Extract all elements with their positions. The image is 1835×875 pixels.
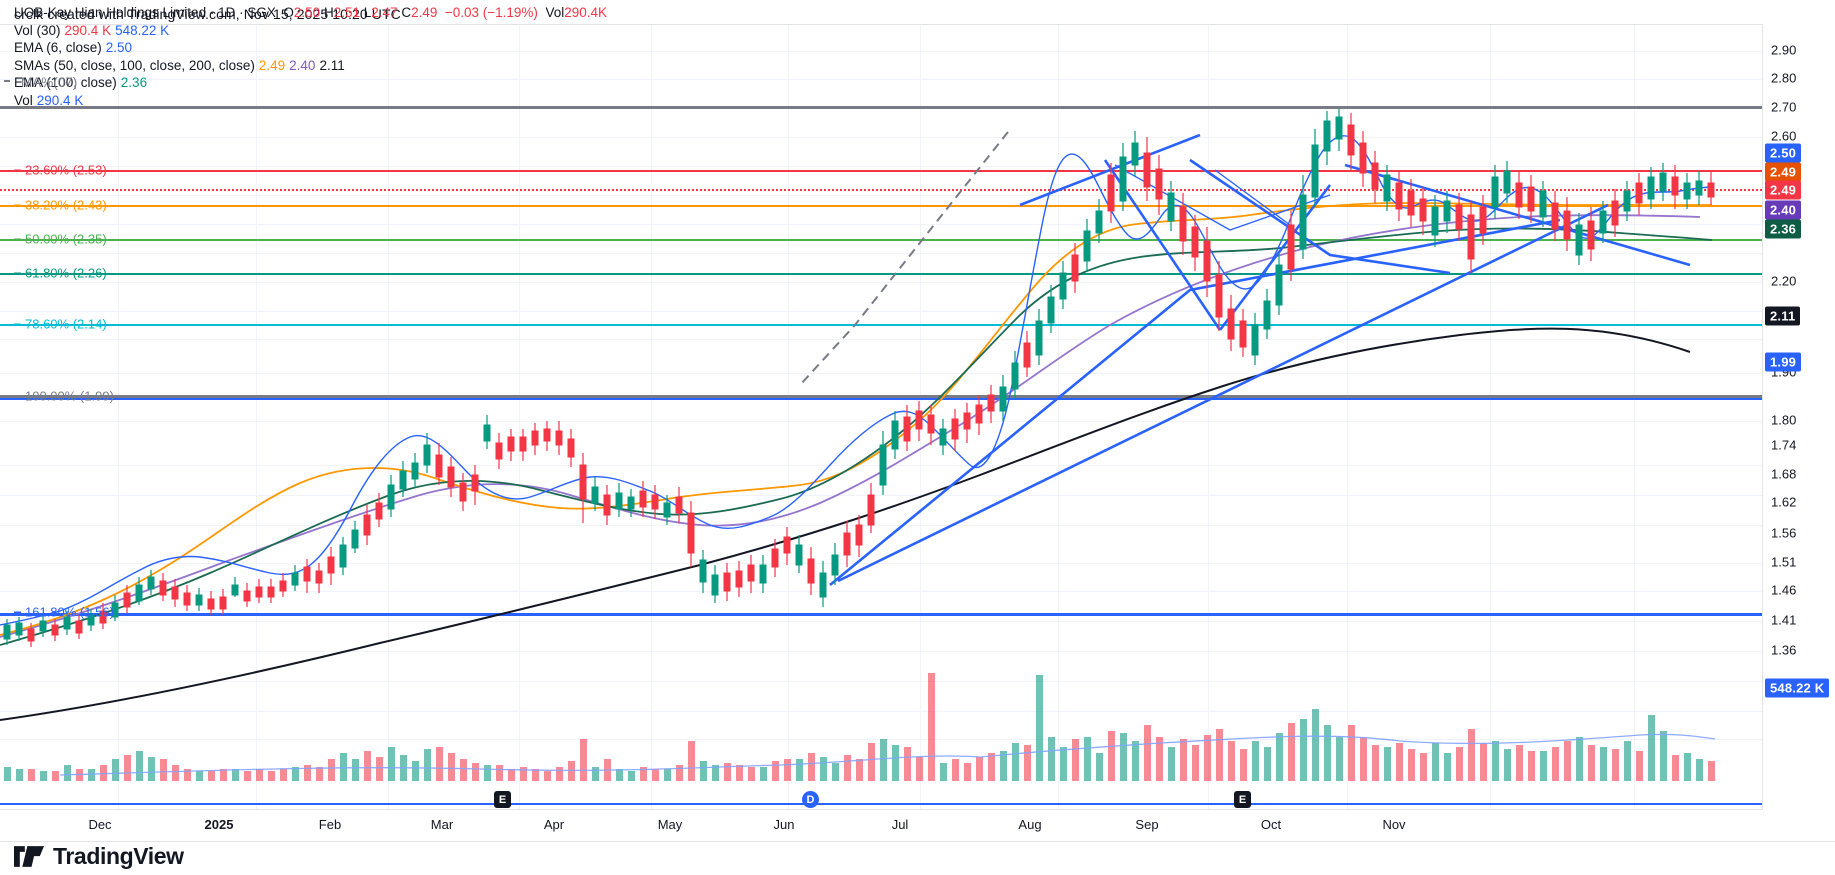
price-axis[interactable]: 2.90 2.80 2.70 2.60 2.30 2.20 1.90 1.80 … xyxy=(1762,24,1835,810)
price-tick: 1.74 xyxy=(1771,437,1797,453)
fib-line-3820 xyxy=(0,205,1762,207)
fib-label-7860: 78.60% (2.14) xyxy=(14,317,107,332)
fib-line-10000-gray xyxy=(0,395,1762,398)
fib-dash-icon xyxy=(14,272,21,275)
price-tick: 1.46 xyxy=(1771,582,1797,598)
fib-label-3820: 38.20% (2.43) xyxy=(14,198,107,213)
trendline-aug-v-right xyxy=(1218,184,1332,331)
price-tick: 2.20 xyxy=(1771,273,1797,289)
ema100-level-line xyxy=(0,106,1762,109)
price-tick: 1.41 xyxy=(1771,612,1797,628)
ohlc-vol-value: 290.4K xyxy=(564,5,608,20)
price-tick: 1.36 xyxy=(1771,642,1797,658)
chart-canvas xyxy=(0,109,1716,781)
price-badge-sma200[interactable]: 2.11 xyxy=(1765,306,1801,326)
time-tick: Dec xyxy=(88,817,112,832)
price-badge-sma50[interactable]: 2.49 xyxy=(1765,162,1802,182)
volume-ma-line xyxy=(59,733,1716,776)
price-tick: 2.90 xyxy=(1771,42,1797,58)
time-tick: Oct xyxy=(1260,817,1282,832)
fib-label-5000: 50.00% (2.35) xyxy=(14,232,107,247)
event-marker-label: E xyxy=(498,793,507,806)
fib-dash-icon xyxy=(14,611,21,614)
fib-line-7860 xyxy=(0,324,1762,326)
fib-dash-icon xyxy=(14,204,21,207)
trendline-down-major xyxy=(1344,163,1691,267)
fib-label-2360: 23.60% (2.53) xyxy=(14,163,107,178)
trendline-thin-b xyxy=(1214,169,1291,226)
projection-dashed-line xyxy=(799,131,1009,386)
ohlc-vol-label: Vol xyxy=(545,5,565,20)
price-badge-sma100[interactable]: 2.40 xyxy=(1765,200,1802,220)
fib-label-16180: 161.80% (1.56) xyxy=(14,605,114,620)
time-tick: Apr xyxy=(543,817,565,832)
price-tick: 1.51 xyxy=(1771,554,1797,570)
time-tick: Sep xyxy=(1135,817,1159,832)
fib-label-10000: 100.00% (1.99) xyxy=(14,389,114,404)
event-marker-earnings-1[interactable]: E xyxy=(494,791,511,808)
volume-baseline xyxy=(0,803,1762,805)
event-marker-earnings-2[interactable]: E xyxy=(1234,791,1251,808)
price-tick: 2.60 xyxy=(1771,128,1797,144)
fib-dash-icon xyxy=(14,169,21,172)
price-badge-volume[interactable]: 548.22 K xyxy=(1765,678,1830,698)
trendline-thin-group xyxy=(1114,164,1331,231)
trendline-peak-down xyxy=(1189,158,1451,275)
volume-series xyxy=(4,673,1716,781)
ohlc-change: −0.03 (−1.19%) xyxy=(444,5,538,20)
attribution-text: crclk created with TradingView.com, Nov … xyxy=(14,6,401,22)
price-tick: 2.70 xyxy=(1771,99,1797,115)
price-tick: 1.80 xyxy=(1771,412,1797,428)
event-marker-label: D xyxy=(806,793,815,806)
time-tick: May xyxy=(657,817,683,832)
price-badge-fib100[interactable]: 1.99 xyxy=(1765,352,1802,372)
fib-label-6180: 61.80% (2.26) xyxy=(14,266,107,281)
chart-frame[interactable]: 23.60% (2.53) 38.20% (2.43) 50.00% (2.35… xyxy=(0,24,1762,810)
sma200-line xyxy=(0,327,1691,721)
time-tick: Aug xyxy=(1018,817,1042,832)
price-tick: 2.80 xyxy=(1771,70,1797,86)
sma100-line xyxy=(0,214,1701,638)
fib-line-2360 xyxy=(0,170,1762,172)
last-price-dotted-line xyxy=(0,189,1762,191)
trendline-up-major xyxy=(829,218,1561,587)
fib-line-5000 xyxy=(0,239,1762,241)
time-tick: Feb xyxy=(318,817,342,832)
ohlc-c-value: 2.49 xyxy=(411,5,438,20)
event-marker-dividend[interactable]: D xyxy=(802,791,819,808)
fib-dash-icon xyxy=(14,395,21,398)
ema100-line xyxy=(0,227,1713,646)
time-tick: Mar xyxy=(430,817,454,832)
trendline-mid-rise xyxy=(1019,133,1201,207)
event-marker-label: E xyxy=(1238,793,1247,806)
tradingview-logo-icon xyxy=(14,846,44,867)
fib-dash-icon xyxy=(14,238,21,241)
time-tick: Nov xyxy=(1382,817,1406,832)
price-badge-ema100[interactable]: 2.36 xyxy=(1765,219,1802,239)
footer: TradingView xyxy=(14,843,184,870)
trendline-thin-a xyxy=(1114,164,1331,231)
tradingview-brand-text: TradingView xyxy=(53,843,184,869)
price-badge-ema6[interactable]: 2.50 xyxy=(1765,143,1802,163)
price-tick: 1.56 xyxy=(1771,525,1797,541)
fib-line-16180 xyxy=(0,613,1762,616)
fib-line-6180 xyxy=(0,273,1762,275)
price-tick: 1.62 xyxy=(1771,494,1797,510)
time-axis[interactable]: Dec 2025 Feb Mar Apr May Jun Jul Aug Sep… xyxy=(0,810,1835,842)
time-tick: Jun xyxy=(773,817,795,832)
price-tick: 1.68 xyxy=(1771,466,1797,482)
ohlc-c-label: C xyxy=(401,5,412,20)
price-badge-last[interactable]: 2.49 xyxy=(1765,180,1802,200)
plot-area[interactable]: 23.60% (2.53) 38.20% (2.43) 50.00% (2.35… xyxy=(0,24,1762,810)
time-tick-year: 2025 xyxy=(204,817,234,832)
fib-dash-icon xyxy=(14,323,21,326)
time-tick: Jul xyxy=(891,817,909,832)
trendline-up-long xyxy=(837,203,1609,583)
ema6-line xyxy=(0,135,1713,626)
fib-line-10000-blue xyxy=(0,398,1762,400)
candlestick-series xyxy=(3,109,1715,647)
